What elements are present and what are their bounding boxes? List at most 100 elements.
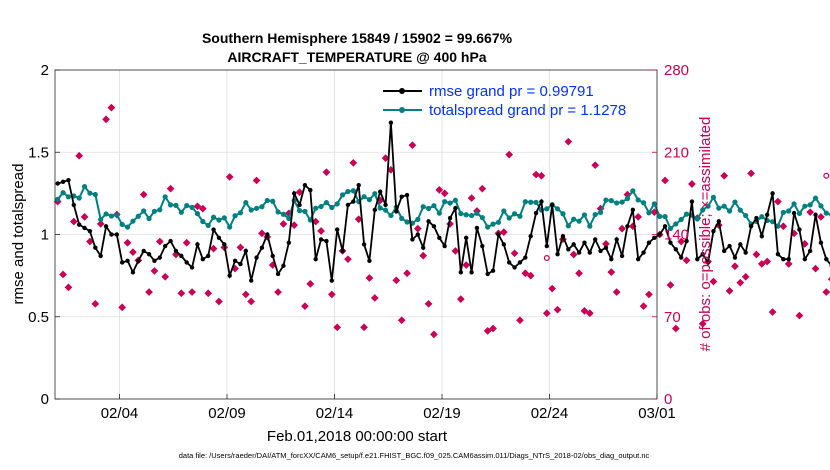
totalspread-point (705, 203, 711, 209)
totalspread-point (608, 198, 614, 204)
obs-marker (526, 271, 535, 280)
rmse-point (238, 261, 243, 267)
rmse-point (598, 248, 603, 254)
obs-marker (188, 288, 196, 296)
totalspread-point (253, 205, 260, 211)
rmse-point (684, 238, 689, 244)
totalspread-point (678, 216, 684, 223)
obs-marker (322, 168, 331, 177)
obs-marker (419, 251, 428, 260)
totalspread-point (210, 214, 217, 220)
totalspread-point (55, 196, 61, 202)
totalspread-point (554, 206, 561, 212)
totalspread-point (173, 202, 179, 208)
obs-marker (688, 180, 696, 188)
right-y-axis: 0 70 140 210 280 (652, 62, 689, 408)
rmse-point (490, 268, 496, 273)
obs-possible-marker (823, 172, 830, 179)
totalspread-point (339, 192, 346, 198)
totalspread-point (732, 199, 738, 205)
totalspread-point (221, 215, 227, 221)
obs-marker (333, 323, 342, 332)
rmse-point (184, 260, 189, 265)
rmse-point (705, 260, 711, 265)
rmse-point (485, 271, 490, 277)
obs-marker (139, 190, 148, 199)
rmse-point (802, 256, 808, 262)
obs-marker (784, 260, 793, 268)
rmse-point (463, 235, 469, 240)
totalspread-point (280, 211, 287, 217)
rmse-point (415, 232, 421, 237)
left-tick-label: 0 (41, 391, 49, 408)
obs-marker (365, 274, 374, 282)
rmse-point (222, 242, 227, 247)
totalspread-point (560, 211, 566, 217)
rmse-series (55, 120, 830, 283)
rmse-point (721, 248, 727, 254)
totalspread-point (313, 205, 319, 211)
totalspread-point (350, 188, 356, 194)
rmse-point (711, 229, 716, 234)
totalspread-point (382, 207, 389, 213)
totalspread-point (511, 211, 518, 217)
totalspread-point (468, 212, 475, 219)
rmse-point (678, 255, 684, 260)
obs-marker (612, 288, 621, 296)
totalspread-point (237, 210, 244, 216)
rmse-point (501, 242, 507, 247)
totalspread-point (388, 212, 394, 219)
x-tick-label: 02/04 (101, 405, 139, 422)
rmse-point (824, 256, 829, 262)
obs-marker (763, 257, 772, 266)
obs-marker (64, 283, 73, 292)
totalspread-point (743, 212, 749, 219)
rmse-point (743, 250, 748, 255)
obs-marker (129, 248, 137, 256)
totalspread-point (544, 206, 550, 212)
totalspread-point (802, 203, 808, 209)
obs-marker (440, 189, 449, 198)
totalspread-point (296, 208, 303, 214)
obs-marker (634, 213, 643, 221)
rmse-point (781, 256, 786, 262)
chart-subtitle: AIRCRAFT_TEMPERATURE @ 400 hPa (227, 49, 486, 65)
rmse-point (738, 242, 743, 247)
obs-marker (80, 213, 89, 221)
rmse-point (109, 232, 114, 237)
totalspread-point (640, 200, 647, 206)
rmse-point (603, 245, 609, 250)
totalspread-point (452, 197, 459, 203)
obs-marker (564, 137, 573, 146)
rmse-point (447, 215, 453, 221)
obs-marker (671, 324, 680, 333)
rmse-point (351, 199, 356, 204)
obs-marker (505, 150, 514, 159)
rmse-point (700, 252, 705, 257)
obs-marker (709, 277, 718, 286)
totalspread-point (780, 209, 786, 216)
totalspread-point (506, 215, 512, 221)
obs-marker (822, 288, 830, 296)
obs-marker (510, 249, 519, 258)
totalspread-point (592, 211, 598, 218)
obs-marker (489, 324, 497, 333)
rmse-point (146, 252, 152, 257)
obs-marker (553, 305, 562, 314)
rmse-point (157, 255, 163, 260)
totalspread-point (490, 221, 496, 227)
totalspread-point (366, 197, 373, 203)
obs-marker (666, 281, 675, 289)
rmse-point (173, 248, 179, 254)
totalspread-point (194, 211, 201, 217)
totalspread-point (286, 215, 292, 221)
rmse-point (388, 120, 394, 125)
x-tick-label: 02/24 (531, 405, 569, 422)
totalspread-point (716, 205, 722, 211)
rmse-point (265, 232, 270, 237)
totalspread-point (791, 201, 797, 207)
totalspread-point (694, 216, 700, 222)
obs-marker (301, 302, 309, 311)
rmse-point (716, 219, 722, 224)
